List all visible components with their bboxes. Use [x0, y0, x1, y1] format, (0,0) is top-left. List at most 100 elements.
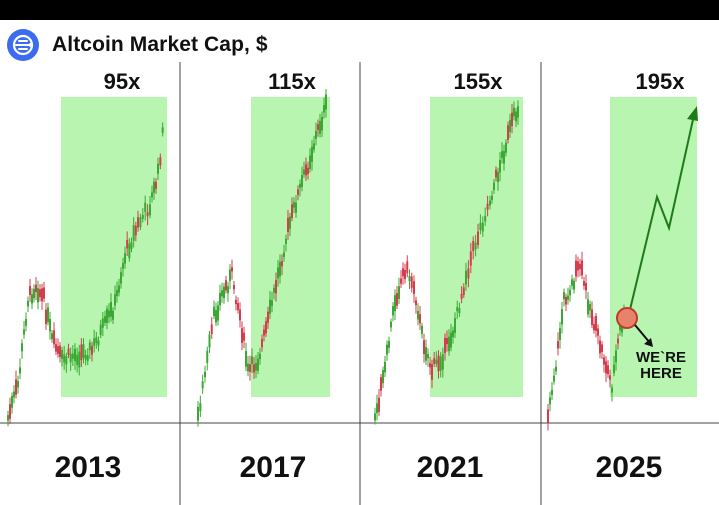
candle-body — [29, 286, 31, 295]
candle-body — [255, 363, 257, 371]
candle-body — [114, 294, 116, 306]
candle-body — [197, 406, 199, 421]
candle-body — [279, 261, 281, 277]
candle-body — [33, 288, 35, 299]
candle-body — [237, 303, 239, 311]
candle-body — [595, 315, 597, 331]
candle-body — [41, 288, 43, 302]
candle-body — [605, 361, 607, 374]
candle-body — [11, 395, 13, 408]
candle-body — [615, 350, 617, 363]
candle-body — [465, 270, 467, 285]
candle-body — [394, 295, 396, 312]
candle-body — [199, 402, 202, 412]
candle-body — [571, 279, 573, 286]
highlight-box-2013 — [61, 97, 167, 397]
year-label-2017: 2017 — [240, 451, 307, 484]
candle-body — [382, 370, 384, 384]
candle-body — [253, 364, 255, 373]
candle-body — [95, 337, 98, 344]
candle-body — [293, 202, 295, 208]
candle-body — [557, 341, 559, 349]
candle-body — [265, 321, 267, 334]
candle-body — [49, 318, 51, 332]
candle-body — [565, 296, 567, 305]
candle-body — [146, 212, 149, 217]
candle-body — [88, 342, 91, 351]
year-label-2025: 2025 — [596, 451, 663, 484]
candle-body — [573, 280, 575, 290]
candle-body — [323, 105, 325, 113]
candle-body — [233, 285, 235, 290]
candle-body — [613, 364, 615, 374]
candle-body — [37, 288, 39, 303]
candle-body — [374, 413, 376, 421]
candle-body — [577, 261, 579, 271]
candle-body — [398, 286, 400, 299]
candle-body — [59, 345, 61, 358]
candle-body — [388, 341, 390, 348]
candle-body — [410, 276, 413, 288]
multiplier-2017: 115x — [268, 69, 316, 94]
candle-body — [245, 351, 247, 367]
candle-body — [112, 310, 114, 320]
candle-body — [78, 351, 81, 368]
candle-body — [607, 365, 609, 375]
candle-body — [460, 293, 463, 299]
candle-body — [141, 214, 144, 219]
candle-body — [417, 310, 419, 320]
candle-body — [65, 356, 68, 365]
candle-body — [404, 270, 406, 280]
candle-body — [513, 107, 515, 117]
candle-body — [454, 318, 456, 333]
candle-body — [583, 281, 585, 286]
year-label-2013: 2013 — [55, 451, 122, 484]
candle-body — [467, 268, 470, 279]
candle-body — [47, 307, 49, 323]
candle-body — [120, 272, 122, 284]
annotation-line-2: HERE — [640, 365, 682, 382]
candle-body — [155, 181, 157, 189]
candle-body — [603, 357, 605, 365]
candle-body — [130, 241, 133, 249]
candle-body — [317, 124, 319, 130]
candle-body — [208, 334, 211, 348]
candle-body — [235, 299, 237, 305]
candle-body — [287, 217, 289, 232]
candle-body — [408, 275, 411, 282]
candle-body — [515, 111, 517, 122]
candle-body — [431, 364, 433, 380]
candle-body — [507, 125, 509, 140]
candle-body — [139, 217, 142, 228]
candle-body — [247, 363, 249, 372]
candle-layer — [7, 89, 625, 431]
candle-body — [509, 119, 511, 132]
candle-body — [499, 160, 501, 173]
candle-body — [31, 294, 33, 304]
candle-body — [151, 192, 153, 198]
candle-body — [419, 314, 421, 324]
candle-body — [493, 182, 495, 191]
candle-body — [549, 397, 551, 405]
candle-body — [45, 309, 47, 325]
candle-body — [484, 215, 487, 222]
candle-body — [132, 225, 135, 241]
candle-body — [295, 202, 297, 213]
candle-body — [128, 243, 131, 259]
candle-body — [469, 251, 472, 266]
candle-body — [439, 356, 442, 371]
candle-body — [313, 143, 315, 150]
candle-body — [309, 155, 311, 169]
candle-body — [210, 324, 213, 334]
candle-body — [161, 127, 164, 133]
candle-body — [479, 222, 482, 231]
candle-body — [55, 344, 57, 352]
candle-body — [435, 359, 438, 364]
candle-body — [315, 130, 317, 139]
candle-body — [19, 367, 21, 374]
candle-body — [51, 333, 53, 340]
year-label-2021: 2021 — [417, 451, 484, 484]
candle-body — [593, 324, 595, 331]
candle-body — [23, 329, 25, 335]
candle-body — [201, 381, 204, 389]
